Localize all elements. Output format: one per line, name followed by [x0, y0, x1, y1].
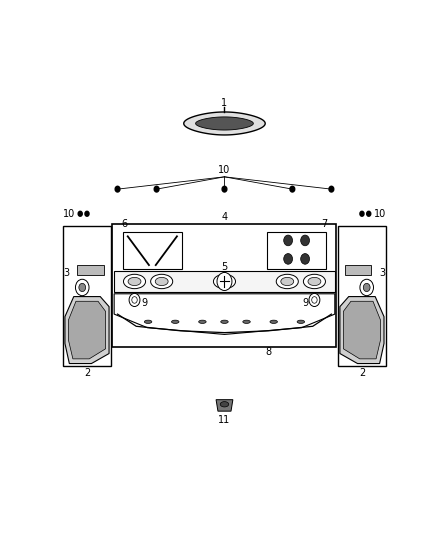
Text: 10: 10 — [63, 209, 75, 219]
Polygon shape — [68, 301, 106, 359]
Ellipse shape — [270, 320, 277, 324]
Circle shape — [367, 211, 371, 216]
Text: 10: 10 — [374, 209, 386, 219]
Bar — [123, 232, 182, 269]
Text: 2: 2 — [359, 368, 365, 378]
Ellipse shape — [213, 274, 236, 289]
Circle shape — [284, 235, 293, 246]
Polygon shape — [340, 296, 384, 364]
Circle shape — [222, 186, 227, 192]
Bar — [63, 226, 111, 366]
Circle shape — [360, 211, 364, 216]
Text: 10: 10 — [219, 165, 230, 175]
Ellipse shape — [124, 274, 145, 289]
Text: 6: 6 — [122, 219, 128, 229]
Ellipse shape — [220, 401, 229, 407]
Ellipse shape — [199, 320, 206, 324]
Text: 9: 9 — [141, 298, 148, 308]
Circle shape — [290, 186, 295, 192]
Circle shape — [329, 186, 334, 192]
Circle shape — [284, 254, 293, 264]
Ellipse shape — [128, 277, 141, 286]
Polygon shape — [65, 296, 109, 364]
Circle shape — [300, 235, 310, 246]
Ellipse shape — [145, 320, 152, 324]
Circle shape — [75, 279, 89, 296]
Text: 9: 9 — [303, 298, 309, 308]
Bar — [267, 232, 326, 269]
Text: 8: 8 — [265, 347, 271, 357]
Circle shape — [154, 186, 159, 192]
Ellipse shape — [308, 277, 321, 286]
Polygon shape — [184, 112, 265, 135]
Polygon shape — [216, 400, 233, 411]
Circle shape — [78, 211, 82, 216]
Text: 1: 1 — [222, 98, 227, 108]
Circle shape — [217, 272, 232, 290]
Ellipse shape — [151, 274, 173, 289]
Polygon shape — [343, 301, 381, 359]
Circle shape — [115, 186, 120, 192]
Text: 5: 5 — [221, 262, 228, 272]
Text: 11: 11 — [219, 415, 230, 425]
Circle shape — [363, 284, 370, 292]
Text: 7: 7 — [321, 219, 328, 229]
Ellipse shape — [218, 277, 231, 286]
Ellipse shape — [297, 320, 304, 324]
Circle shape — [309, 293, 320, 306]
Bar — [338, 226, 386, 366]
Bar — [345, 265, 371, 275]
Bar — [78, 265, 104, 275]
Circle shape — [360, 279, 374, 296]
Ellipse shape — [276, 274, 298, 289]
Bar — [113, 224, 336, 347]
Text: 3: 3 — [380, 268, 386, 278]
Ellipse shape — [155, 277, 168, 286]
Circle shape — [132, 297, 137, 303]
Text: 2: 2 — [84, 368, 90, 378]
Bar — [114, 271, 335, 292]
Ellipse shape — [172, 320, 179, 324]
Ellipse shape — [221, 320, 228, 324]
Ellipse shape — [281, 277, 294, 286]
Ellipse shape — [243, 320, 250, 324]
Text: 3: 3 — [63, 268, 69, 278]
Ellipse shape — [304, 274, 325, 289]
Polygon shape — [114, 294, 335, 334]
Circle shape — [79, 284, 86, 292]
Polygon shape — [196, 117, 253, 130]
Circle shape — [85, 211, 89, 216]
Text: 4: 4 — [222, 212, 227, 222]
Circle shape — [312, 297, 317, 303]
Circle shape — [300, 254, 310, 264]
Circle shape — [129, 293, 140, 306]
